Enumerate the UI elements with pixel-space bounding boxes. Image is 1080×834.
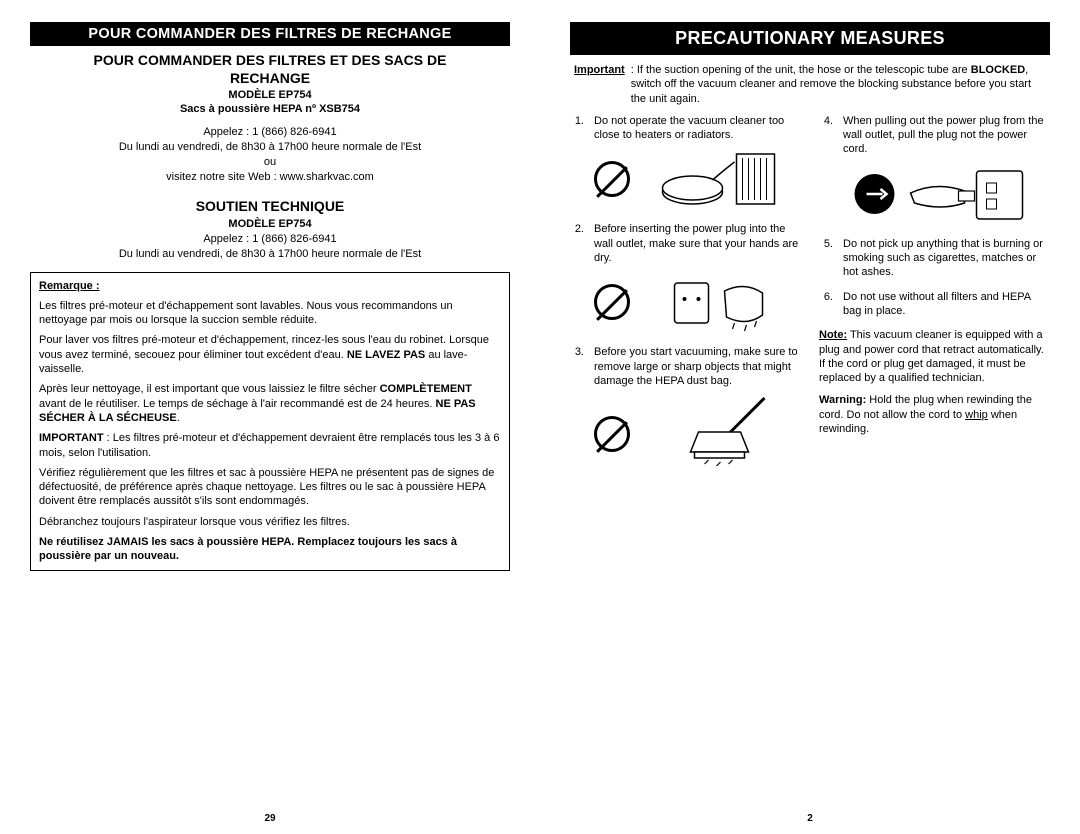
precaution-item-5: 5. Do not pick up anything that is burni… [819,237,1050,280]
pull-plug-sketch [843,163,1050,225]
ou-line: ou [30,155,510,170]
left-page: POUR COMMANDER DES FILTRES DE RECHANGE P… [0,0,540,834]
page-num-right: 2 [570,813,1050,824]
order-title-line1: POUR COMMANDER DES FILTRES ET DES SACS D… [30,52,510,70]
soutien-hours: Du lundi au vendredi, de 8h30 à 17h00 he… [30,247,510,262]
precaution-item-4: 4. When pulling out the power plug from … [819,114,1050,157]
precautions-left-col: 1. Do not operate the vacuum cleaner too… [570,114,801,486]
illustration-1 [594,148,801,210]
illustration-2 [594,271,801,333]
soutien-model: MODÈLE EP754 [30,218,510,230]
remark-p4: IMPORTANT : Les filtres pré-moteur et d'… [39,431,501,460]
phone-line: Appelez : 1 (866) 826-6941 [30,125,510,140]
important-row: Important : If the suction opening of th… [570,63,1050,106]
note-paragraph: Note: This vacuum cleaner is equipped wi… [819,328,1050,385]
left-header: POUR COMMANDER DES FILTRES DE RECHANGE [30,22,510,46]
precaution-item-6: 6. Do not use without all filters and HE… [819,290,1050,319]
precautions-right-col: 4. When pulling out the power plug from … [819,114,1050,486]
bags-line: Sacs à poussière HEPA nº XSB754 [30,103,510,115]
prohibit-icon [594,416,630,452]
prohibit-icon [594,284,630,320]
remark-p2: Pour laver vos filtres pré-moteur et d'é… [39,333,501,376]
illustration-3 [594,394,801,474]
hours-line: Du lundi au vendredi, de 8h30 à 17h00 he… [30,140,510,155]
remark-p7: Ne réutilisez JAMAIS les sacs à poussièr… [39,535,501,564]
precaution-item-3: 3. Before you start vacuuming, make sure… [570,345,801,388]
remark-p6: Débranchez toujours l'aspirateur lorsque… [39,515,501,529]
order-title-line2: RECHANGE [30,70,510,88]
right-header: PRECAUTIONARY MEASURES [570,22,1050,55]
model-line: MODÈLE EP754 [30,89,510,101]
vacuum-radiator-sketch [638,148,801,210]
remark-p3: Après leur nettoyage, il est important q… [39,382,501,425]
web-line: visitez notre site Web : www.sharkvac.co… [30,170,510,185]
precautions-grid: 1. Do not operate the vacuum cleaner too… [570,114,1050,486]
soutien-title: SOUTIEN TECHNIQUE [30,198,510,216]
prohibit-icon [594,161,630,197]
vacuum-head-debris-sketch [638,394,801,474]
page-num-left: 29 [30,813,510,824]
remark-box: Remarque : Les filtres pré-moteur et d'é… [30,272,510,571]
wet-hand-outlet-sketch [638,271,801,333]
precaution-item-2: 2. Before inserting the power plug into … [570,222,801,265]
right-page: PRECAUTIONARY MEASURES Important : If th… [540,0,1080,834]
remark-p1: Les filtres pré-moteur et d'échappement … [39,299,501,328]
precaution-item-1: 1. Do not operate the vacuum cleaner too… [570,114,801,143]
warning-paragraph: Warning: Hold the plug when rewinding th… [819,393,1050,436]
remark-p5: Vérifiez régulièrement que les filtres e… [39,466,501,509]
remark-label: Remarque : [39,280,100,292]
soutien-phone: Appelez : 1 (866) 826-6941 [30,232,510,247]
soutien-block: SOUTIEN TECHNIQUE MODÈLE EP754 Appelez :… [30,198,510,261]
illustration-4 [843,163,1050,225]
